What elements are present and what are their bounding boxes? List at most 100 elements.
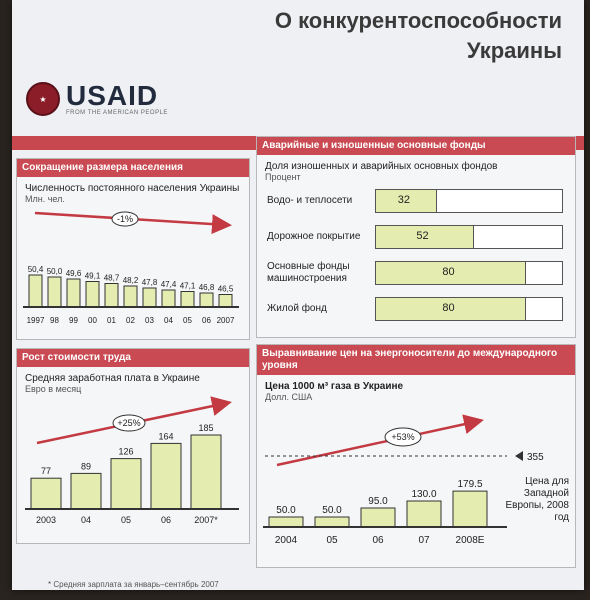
funds-value-label: 80	[442, 302, 455, 314]
population-bar	[28, 274, 43, 308]
funds-subtitle: Доля изношенных и аварийных основных фон…	[265, 161, 498, 172]
funds-unit: Процент	[265, 172, 301, 182]
population-value-label: 47,1	[180, 282, 196, 291]
funds-category-label: Основные фонды машиностроения	[267, 261, 350, 284]
wages-x-label: 05	[121, 515, 131, 525]
population-value-label: 49,6	[66, 269, 82, 278]
wages-value-label: 164	[158, 431, 173, 441]
funds-row: Дорожное покрытие 52	[257, 225, 575, 249]
usaid-seal-icon: ★	[26, 82, 60, 116]
population-bar	[218, 294, 233, 308]
population-bar	[199, 292, 214, 308]
footnote: * Средняя зарплата за январь–сентябрь 20…	[48, 580, 219, 589]
population-bar	[161, 289, 176, 308]
population-x-label: 01	[107, 316, 116, 325]
population-x-label: 98	[50, 316, 59, 325]
gas-trend-arrow	[276, 414, 484, 467]
wages-value-label: 185	[198, 423, 213, 433]
wages-bar	[70, 472, 102, 510]
wages-subtitle: Средняя заработная плата в Украине	[25, 373, 200, 384]
gas-bar	[452, 490, 488, 528]
slide-title-line2: Украины	[466, 38, 562, 63]
population-value-label: 47,4	[161, 280, 177, 289]
wages-x-label: 2003	[36, 515, 56, 525]
funds-chart: Водо- и теплосети 32 Дорожное покрытие 52 Ос…	[257, 189, 575, 329]
population-value-label: 49,1	[85, 272, 101, 281]
gas-reference-label: год	[554, 512, 569, 523]
wages-value-label: 126	[118, 447, 133, 457]
funds-category-label: Дорожное покрытие	[267, 231, 361, 242]
gas-reference-value: 355	[527, 452, 544, 463]
population-bar	[142, 287, 157, 308]
gas-bar	[406, 500, 442, 528]
slide-title: О конкурентоспособности Украины	[275, 6, 562, 66]
population-value-label: 48,2	[123, 276, 139, 285]
wages-chart: +25% 77 2003 89 04 126 05 164 06 185 2007*	[25, 396, 239, 525]
funds-row: Водо- и теплосети 32	[257, 189, 575, 213]
population-x-label: 2007	[217, 316, 235, 325]
wages-bar	[110, 458, 142, 510]
presentation-slide: О конкурентоспособности Украины ★ USAID …	[12, 0, 584, 590]
gas-value-label: 130.0	[411, 489, 436, 500]
funds-row: Основные фонды машиностроения 80	[257, 261, 575, 285]
gas-reference-label: Западной	[524, 488, 569, 499]
population-bar	[123, 285, 138, 308]
wages-value-label: 89	[81, 461, 91, 471]
population-value-label: 46,5	[218, 285, 234, 294]
funds-panel: Аварийные и изношенные основные фонды До…	[256, 136, 576, 338]
population-x-label: 1997	[27, 316, 45, 325]
population-value-label: 46,8	[199, 283, 215, 292]
gas-subtitle: Цена 1000 м³ газа в Украине	[265, 381, 404, 392]
gas-x-label: 2008E	[456, 535, 485, 546]
gas-reference-label: Цена для	[525, 476, 569, 487]
population-unit: Млн. чел.	[25, 194, 65, 204]
population-heading: Сокращение размера населения	[17, 159, 249, 177]
population-bar	[180, 291, 195, 308]
population-x-label: 02	[126, 316, 135, 325]
gas-bar	[360, 507, 396, 528]
gas-trend-label: +53%	[391, 432, 414, 442]
population-x-label: 99	[69, 316, 78, 325]
funds-bar	[376, 298, 526, 320]
funds-bar	[376, 226, 474, 248]
wages-trend-label: +25%	[117, 418, 140, 428]
population-panel: Сокращение размера населения Численность…	[16, 158, 250, 340]
gas-x-label: 06	[372, 535, 384, 546]
population-x-label: 03	[145, 316, 154, 325]
population-chart: -1% 50,4 1997 50,0 98 49,6 99 49,1 00 48,7 01 48,2 0…	[23, 211, 239, 325]
funds-value-label: 52	[416, 230, 429, 242]
gas-x-label: 07	[418, 535, 430, 546]
funds-category-label: Водо- и теплосети	[267, 195, 353, 206]
funds-bar	[376, 262, 526, 284]
population-x-label: 05	[183, 316, 192, 325]
funds-bar-track: 80	[375, 261, 563, 285]
gas-value-label: 179.5	[457, 479, 482, 490]
wages-unit: Евро в месяц	[25, 384, 82, 394]
logo-subtitle: FROM THE AMERICAN PEOPLE	[66, 110, 168, 116]
wages-x-label: 2007*	[194, 515, 218, 525]
wages-panel: Рост стоимости труда Средняя заработная …	[16, 348, 250, 544]
gas-value-label: 50.0	[276, 505, 296, 516]
usaid-logo: ★ USAID FROM THE AMERICAN PEOPLE	[26, 82, 168, 116]
population-trend-badge	[111, 211, 139, 227]
wages-x-label: 06	[161, 515, 171, 525]
funds-category-label: Жилой фонд	[267, 303, 327, 314]
slide-title-line1: О конкурентоспособности	[274, 8, 562, 33]
funds-bar-track: 32	[375, 189, 563, 213]
gas-value-label: 50.0	[322, 505, 342, 516]
population-trend-label: -1%	[117, 214, 133, 224]
gas-trend-badge	[384, 427, 422, 447]
funds-row: Жилой фонд 80	[257, 297, 575, 321]
funds-bar-track: 80	[375, 297, 563, 321]
gas-value-label: 95.0	[368, 496, 388, 507]
gas-heading: Выравнивание цен на энергоносители до ме…	[257, 345, 575, 375]
gas-bar	[314, 516, 350, 528]
population-value-label: 47,8	[142, 278, 158, 287]
gas-bar	[268, 516, 304, 528]
population-value-label: 48,7	[104, 274, 120, 283]
population-value-label: 50,4	[28, 265, 44, 274]
wages-heading: Рост стоимости труда	[17, 349, 249, 367]
funds-heading: Аварийные и изношенные основные фонды	[257, 137, 575, 155]
gas-panel: Выравнивание цен на энергоносители до ме…	[256, 344, 576, 568]
